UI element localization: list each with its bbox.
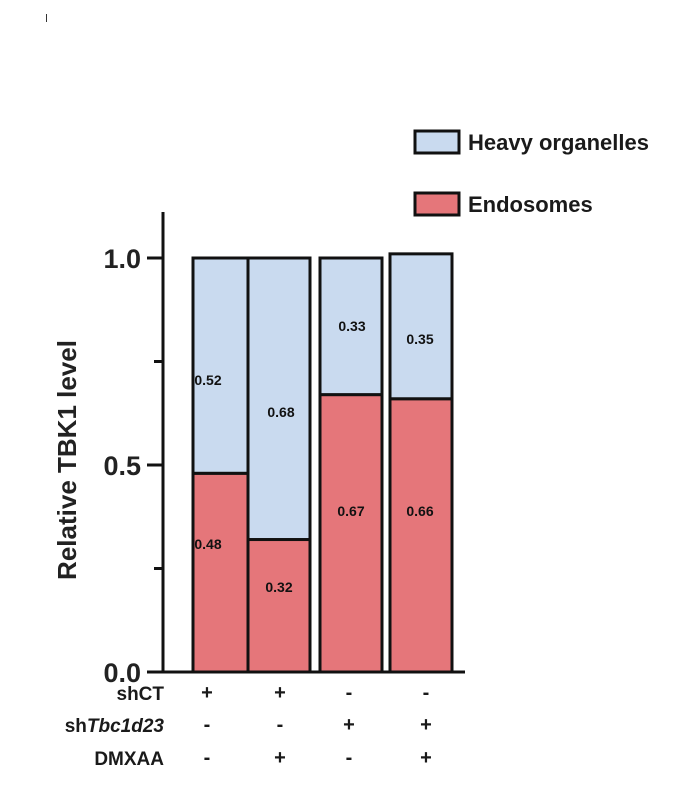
condition-label-prefix: shCT bbox=[117, 684, 165, 705]
data-label-heavy-organelles: 0.68 bbox=[267, 404, 294, 420]
condition-plus-mark: + bbox=[343, 714, 355, 736]
legend: Heavy organelles Endosomes bbox=[413, 129, 649, 217]
y-tick-label: 0.5 bbox=[103, 451, 141, 481]
legend-swatch bbox=[413, 191, 461, 217]
y-tick-label: 1.0 bbox=[103, 244, 141, 274]
data-label-endosomes: 0.67 bbox=[337, 503, 364, 519]
condition-minus-mark: - bbox=[346, 747, 353, 769]
y-axis-label: Relative TBK1 level bbox=[52, 340, 82, 580]
condition-minus-mark: - bbox=[423, 682, 430, 704]
condition-label-prefix: sh bbox=[65, 716, 87, 737]
legend-label: Endosomes bbox=[468, 192, 593, 217]
bar-segment-endosomes bbox=[191, 471, 257, 674]
bar-segment-endosomes bbox=[388, 397, 454, 674]
corner-tick-mark bbox=[46, 14, 47, 22]
y-tick-label: 0.0 bbox=[103, 658, 141, 688]
condition-plus-mark: + bbox=[201, 682, 213, 704]
data-label-endosomes: 0.32 bbox=[265, 579, 292, 595]
bar-segment-heavy-organelles bbox=[318, 256, 384, 397]
condition-plus-mark: + bbox=[274, 747, 286, 769]
data-label-heavy-organelles: 0.33 bbox=[338, 318, 365, 334]
condition-minus-mark: - bbox=[277, 714, 284, 736]
condition-minus-mark: - bbox=[204, 747, 211, 769]
condition-minus-mark: - bbox=[346, 682, 353, 704]
condition-label: shCT bbox=[117, 684, 165, 705]
condition-label: DMXAA bbox=[94, 749, 164, 770]
condition-label-gene: Tbc1d23 bbox=[87, 716, 165, 737]
condition-label: shTbc1d23 bbox=[65, 716, 165, 737]
bar-segment-heavy-organelles bbox=[388, 252, 454, 401]
bars: 0.48 0.52 0.32 0.68 0.67 0.33 0.66 0.35 bbox=[191, 252, 454, 674]
condition-plus-mark: + bbox=[420, 747, 432, 769]
condition-minus-mark: - bbox=[204, 714, 211, 736]
data-label-heavy-organelles: 0.35 bbox=[406, 331, 433, 347]
condition-plus-mark: + bbox=[420, 714, 432, 736]
data-label-heavy-organelles: 0.52 bbox=[194, 372, 221, 388]
data-label-endosomes: 0.66 bbox=[406, 503, 433, 519]
data-label-endosomes: 0.48 bbox=[194, 536, 221, 552]
condition-table: shCT + + - - shTbc1d23 - - + + DMXAA - + - + bbox=[65, 682, 432, 770]
condition-label-prefix: DMXAA bbox=[94, 749, 164, 770]
legend-label: Heavy organelles bbox=[468, 130, 649, 155]
bar-segment-heavy-organelles bbox=[246, 256, 312, 542]
legend-swatch bbox=[413, 129, 461, 155]
bar-segment-endosomes bbox=[318, 393, 384, 674]
bar-segment-endosomes bbox=[246, 538, 312, 674]
condition-plus-mark: + bbox=[274, 682, 286, 704]
axes: 0.0 0.5 1.0 Relative TBK1 level bbox=[52, 212, 465, 688]
bar-segment-heavy-organelles bbox=[191, 256, 257, 475]
